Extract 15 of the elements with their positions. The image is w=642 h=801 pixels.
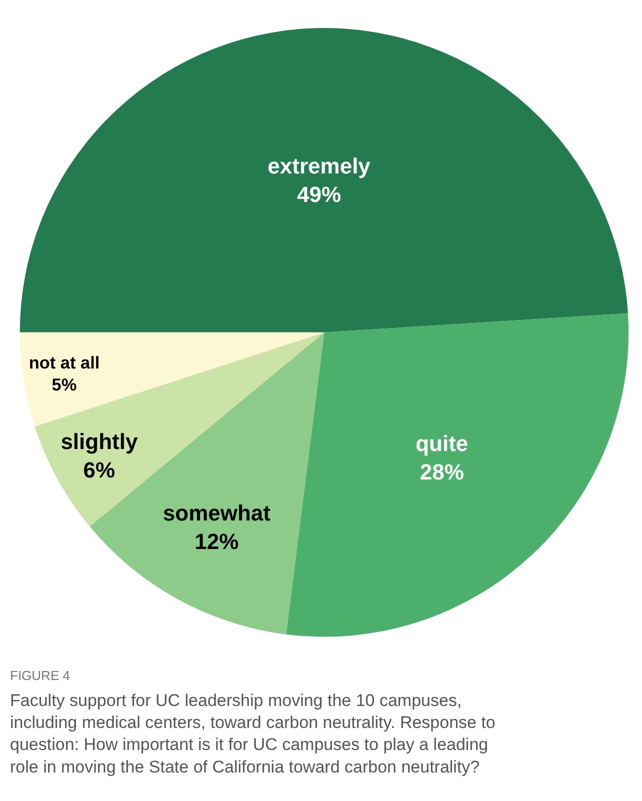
data-label: 49%	[297, 182, 342, 208]
slice-label: slightly	[60, 429, 138, 454]
pie-slice	[20, 28, 628, 332]
data-label: 12%	[194, 529, 239, 554]
pie-slice	[286, 313, 628, 637]
slice-label: quite	[416, 430, 468, 456]
slice-label: extremely	[268, 153, 372, 178]
pie-slice	[20, 332, 324, 426]
slice-label: somewhat	[162, 500, 272, 526]
data-label: 5%	[52, 374, 77, 395]
caption: FIGURE 4	[10, 668, 70, 683]
text: Faculty support for UC leadership moving the 10 campuses, including medical centers, toward carbon neutrality. Response to question: How important is it for UC campuses to play a leading role in moving the State of California toward carbon neutrality?	[10, 691, 496, 776]
data-label: 28%	[420, 460, 464, 485]
data-label: 6%	[83, 458, 116, 483]
slice-label: not at all	[28, 352, 100, 372]
